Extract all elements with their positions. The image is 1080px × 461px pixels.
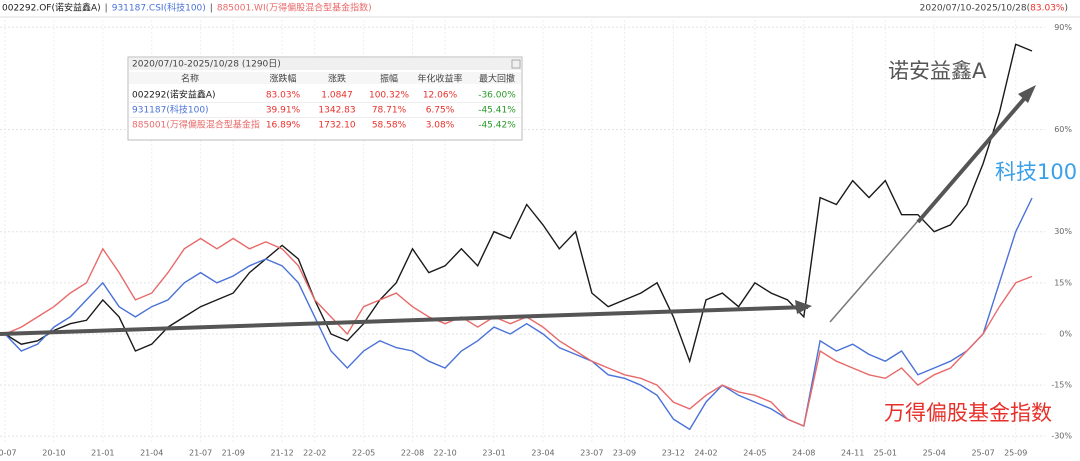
legend-separator: |	[210, 4, 213, 14]
table-title-bar	[129, 58, 521, 70]
x-tick-label: 21-07	[189, 449, 212, 458]
stats-table	[127, 56, 523, 141]
table-cell: 100.32%	[369, 91, 409, 101]
table-header: 最大回撤	[479, 73, 515, 85]
range-text: 2020/07/10-2025/10/28(	[920, 4, 1031, 14]
x-tick-label: 21-12	[271, 449, 294, 458]
table-cell: 1732.10	[318, 121, 355, 131]
x-tick-label: 23-09	[613, 449, 636, 458]
range-text: 83.03%	[1030, 4, 1065, 14]
table-cell: 885001(万得偏股混合型基金指	[132, 119, 260, 131]
x-tick-label: 23-04	[531, 449, 554, 458]
close-button[interactable]	[511, 59, 521, 69]
series-line	[4, 43, 1033, 364]
x-tick-label: 24-02	[694, 449, 717, 458]
trend-arrow	[916, 90, 1032, 224]
arrow-head	[795, 300, 812, 314]
series-line	[4, 197, 1033, 431]
y-tick-label: 90%	[1054, 23, 1072, 32]
annotation: 诺安益鑫A	[888, 59, 987, 83]
x-tick-label: 21-09	[222, 449, 245, 458]
x-tick-label: 20-07	[0, 449, 17, 458]
table-cell: 1342.83	[318, 106, 355, 116]
table-body: 名称 涨跌幅 涨跌 振幅 年化收益率 最大回撤 002292(诺安益鑫A) 83.03% 1.0…	[129, 73, 521, 131]
annotation: 科技100	[995, 160, 1077, 184]
table-header: 年化收益率	[417, 73, 462, 85]
table-title: 2020/07/10-2025/10/28 (1290日)	[132, 59, 281, 70]
x-tick-label: 22-08	[401, 449, 424, 458]
x-tick-label: 22-02	[303, 449, 326, 458]
table-cell: 39.91%	[266, 106, 301, 116]
x-tick-label: 22-05	[352, 449, 375, 458]
plot: 90% 60% 30% 15% 0% -15% -30% 20-07 20-10 21-01 21-…	[0, 20, 1072, 458]
table-cell: 3.08%	[426, 121, 455, 131]
y-tick-label: -15%	[1051, 381, 1072, 390]
arrow-head	[1018, 85, 1036, 103]
range-text: )	[1064, 4, 1068, 14]
x-tick-label: 24-05	[743, 449, 766, 458]
table-cell: 6.75%	[426, 106, 455, 116]
table-cell: 1.0847	[321, 91, 353, 101]
table-header: 振幅	[380, 73, 398, 85]
table-cell: 16.89%	[266, 121, 301, 131]
x-tick-label: 24-11	[841, 449, 864, 458]
table-cell: 83.03%	[266, 91, 301, 101]
y-tick-label: 30%	[1054, 227, 1072, 236]
y-tick-label: 0%	[1059, 329, 1072, 338]
table-cell: 78.71%	[372, 106, 407, 116]
table-cell: 12.06%	[423, 91, 458, 101]
table-header: 涨跌幅	[269, 73, 296, 85]
table-header: 名称	[181, 73, 199, 85]
legend-separator: |	[105, 4, 108, 14]
table-header: 涨跌	[328, 74, 346, 85]
table-cell: 58.58%	[372, 121, 407, 131]
x-tick-label: 23-01	[482, 449, 505, 458]
y-tick-label: 60%	[1054, 125, 1072, 134]
x-tick-label: 20-10	[42, 449, 65, 458]
x-tick-label: 25-04	[923, 449, 946, 458]
x-tick-label: 25-01	[874, 449, 897, 458]
table-cell: -45.42%	[478, 121, 516, 131]
x-tick-label: 21-01	[91, 449, 114, 458]
legend-entry: 931187.CSI(科技100)	[112, 2, 206, 14]
trend-arrow	[0, 305, 809, 336]
y-tick-label: -30%	[1051, 432, 1072, 441]
y-tick-label: 15%	[1054, 278, 1072, 287]
x-tick-label: 23-07	[580, 449, 603, 458]
x-tick-label: 21-04	[140, 449, 163, 458]
series-line	[4, 237, 1033, 427]
table-header-bar	[129, 72, 521, 84]
table-cell: -45.41%	[478, 106, 516, 116]
x-tick-label: 23-12	[662, 449, 685, 458]
x-tick-label: 25-07	[971, 449, 994, 458]
annotation: 万得偏股基金指数	[884, 401, 1052, 425]
header: 002292.OF(诺安益鑫A) | 931187.CSI(科技100) | 88500…	[2, 2, 1068, 14]
table-cell: 002292(诺安益鑫A)	[132, 89, 216, 101]
x-tick-label: 22-10	[434, 449, 457, 458]
x-tick-label: 25-09	[1004, 449, 1027, 458]
table-cell: -36.00%	[478, 91, 516, 101]
x-tick-label: 24-08	[792, 449, 815, 458]
legend-entry: 002292.OF(诺安益鑫A)	[2, 2, 101, 14]
legend-entry: 885001.WI(万得偏股混合型基金指数)	[217, 2, 372, 14]
table-cell: 931187(科技100)	[132, 104, 209, 116]
